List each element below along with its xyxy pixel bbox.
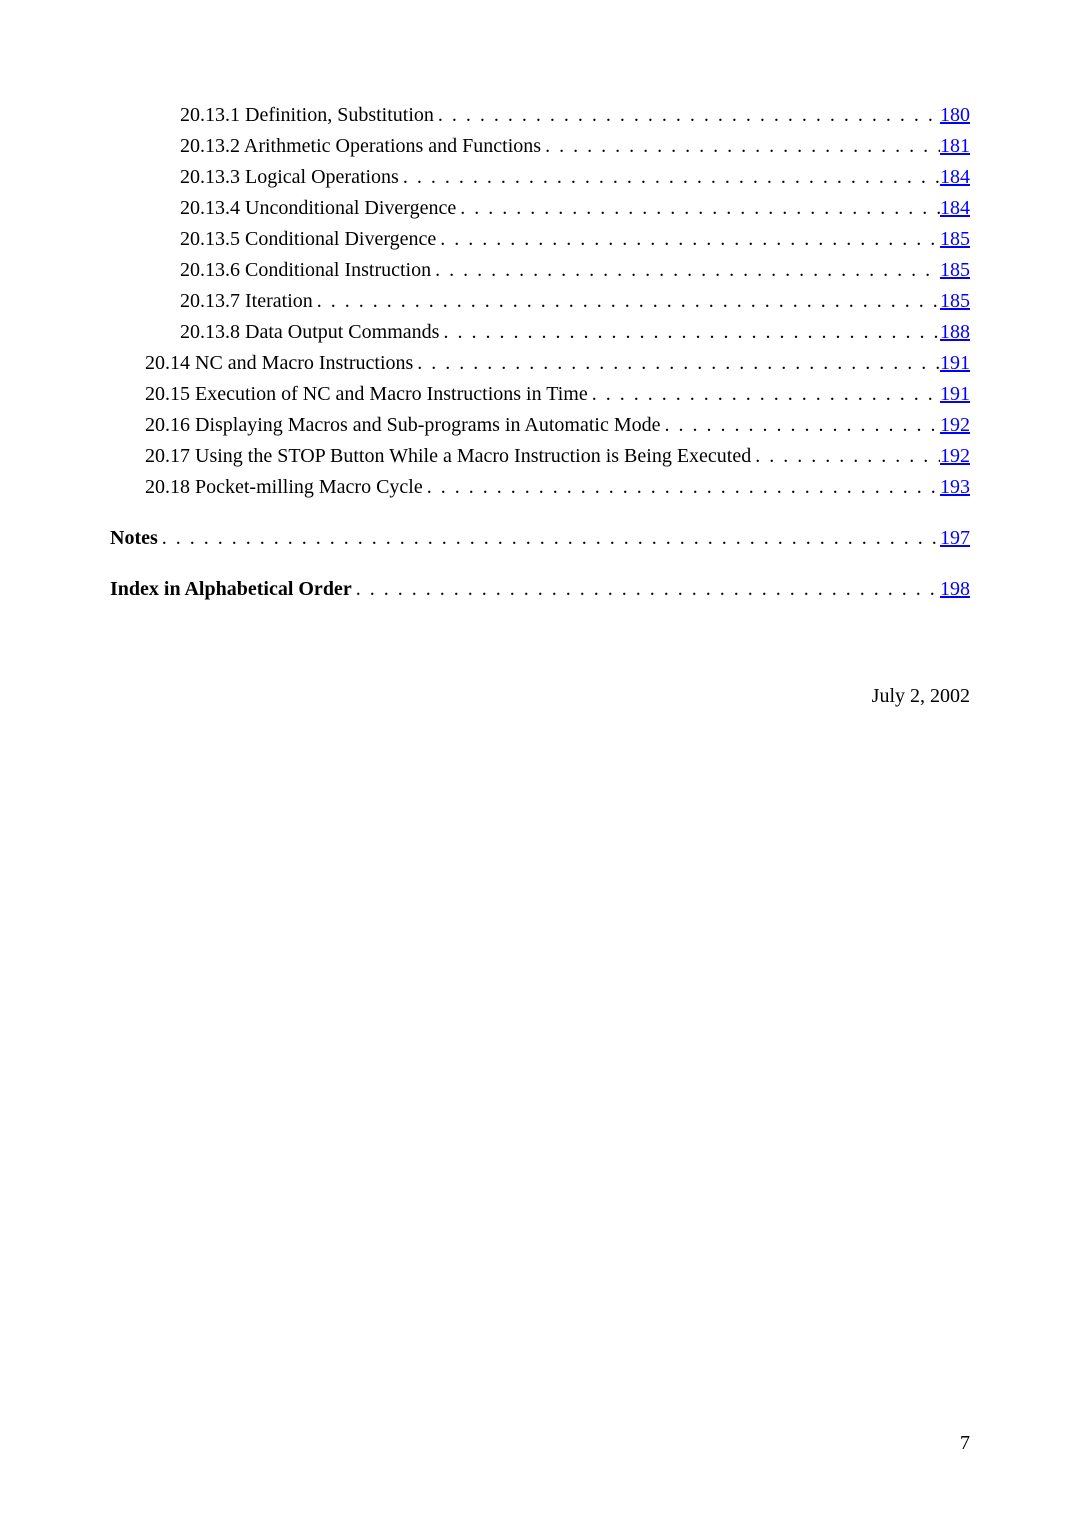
toc-entry: 20.13.2 Arithmetic Operations and Functi… bbox=[110, 131, 970, 162]
toc-leader-dots bbox=[434, 100, 940, 131]
toc-page-link[interactable]: 184 bbox=[940, 193, 970, 224]
toc-label: 20.13.6 Conditional Instruction bbox=[180, 255, 431, 286]
toc-entry: 20.13.8 Data Output Commands 188 bbox=[110, 317, 970, 348]
toc-entry: 20.15 Execution of NC and Macro Instruct… bbox=[110, 379, 970, 410]
toc-entry: 20.13.3 Logical Operations 184 bbox=[110, 162, 970, 193]
toc-label: 20.17 Using the STOP Button While a Macr… bbox=[145, 441, 751, 472]
toc-entry: 20.13.4 Unconditional Divergence 184 bbox=[110, 193, 970, 224]
toc-leader-dots bbox=[399, 162, 940, 193]
toc-label: 20.15 Execution of NC and Macro Instruct… bbox=[145, 379, 588, 410]
toc-leader-dots bbox=[456, 193, 940, 224]
toc-label: 20.13.8 Data Output Commands bbox=[180, 317, 439, 348]
toc-page-link[interactable]: 197 bbox=[940, 523, 970, 554]
toc-label: 20.14 NC and Macro Instructions bbox=[145, 348, 413, 379]
toc-leader-dots bbox=[661, 410, 941, 441]
toc-entry: 20.13.6 Conditional Instruction 185 bbox=[110, 255, 970, 286]
toc-page-link[interactable]: 181 bbox=[940, 131, 970, 162]
toc-page-link[interactable]: 191 bbox=[940, 379, 970, 410]
toc-leader-dots bbox=[313, 286, 940, 317]
toc-leader-dots bbox=[541, 131, 940, 162]
toc-page-link[interactable]: 180 bbox=[940, 100, 970, 131]
toc-entry: Index in Alphabetical Order 198 bbox=[110, 574, 970, 605]
toc-page-link[interactable]: 192 bbox=[940, 410, 970, 441]
toc-entry: Notes 197 bbox=[110, 523, 970, 554]
toc-leader-dots bbox=[436, 224, 940, 255]
toc-page-link[interactable]: 185 bbox=[940, 286, 970, 317]
toc-label: 20.13.2 Arithmetic Operations and Functi… bbox=[180, 131, 541, 162]
toc-label: Index in Alphabetical Order bbox=[110, 574, 352, 605]
toc-leader-dots bbox=[751, 441, 940, 472]
toc-label: 20.18 Pocket-milling Macro Cycle bbox=[145, 472, 423, 503]
toc-page-link[interactable]: 198 bbox=[940, 574, 970, 605]
toc-page-link[interactable]: 185 bbox=[940, 255, 970, 286]
toc-leader-dots bbox=[431, 255, 940, 286]
toc-entry: 20.17 Using the STOP Button While a Macr… bbox=[110, 441, 970, 472]
toc-page-link[interactable]: 191 bbox=[940, 348, 970, 379]
toc-label: 20.13.3 Logical Operations bbox=[180, 162, 399, 193]
toc-page-link[interactable]: 192 bbox=[940, 441, 970, 472]
toc-leader-dots bbox=[158, 523, 940, 554]
toc-label: 20.16 Displaying Macros and Sub-programs… bbox=[145, 410, 661, 441]
toc-entry: 20.18 Pocket-milling Macro Cycle 193 bbox=[110, 472, 970, 503]
toc-label: 20.13.1 Definition, Substitution bbox=[180, 100, 434, 131]
toc-entry: 20.14 NC and Macro Instructions 191 bbox=[110, 348, 970, 379]
toc-leader-dots bbox=[413, 348, 940, 379]
toc-label: 20.13.7 Iteration bbox=[180, 286, 313, 317]
toc-label: 20.13.5 Conditional Divergence bbox=[180, 224, 436, 255]
page-number: 7 bbox=[960, 1432, 970, 1455]
toc-entry: 20.13.5 Conditional Divergence 185 bbox=[110, 224, 970, 255]
toc-leader-dots bbox=[352, 574, 940, 605]
toc-leader-dots bbox=[423, 472, 940, 503]
toc-page-link[interactable]: 184 bbox=[940, 162, 970, 193]
toc-entry: 20.13.7 Iteration 185 bbox=[110, 286, 970, 317]
table-of-contents: 20.13.1 Definition, Substitution18020.13… bbox=[110, 100, 970, 605]
toc-entry: 20.13.1 Definition, Substitution 180 bbox=[110, 100, 970, 131]
toc-label: Notes bbox=[110, 523, 158, 554]
toc-label: 20.13.4 Unconditional Divergence bbox=[180, 193, 456, 224]
toc-page-link[interactable]: 188 bbox=[940, 317, 970, 348]
toc-leader-dots bbox=[439, 317, 940, 348]
toc-page-link[interactable]: 185 bbox=[940, 224, 970, 255]
toc-page-link[interactable]: 193 bbox=[940, 472, 970, 503]
toc-entry: 20.16 Displaying Macros and Sub-programs… bbox=[110, 410, 970, 441]
toc-leader-dots bbox=[588, 379, 940, 410]
document-date: July 2, 2002 bbox=[110, 685, 970, 708]
